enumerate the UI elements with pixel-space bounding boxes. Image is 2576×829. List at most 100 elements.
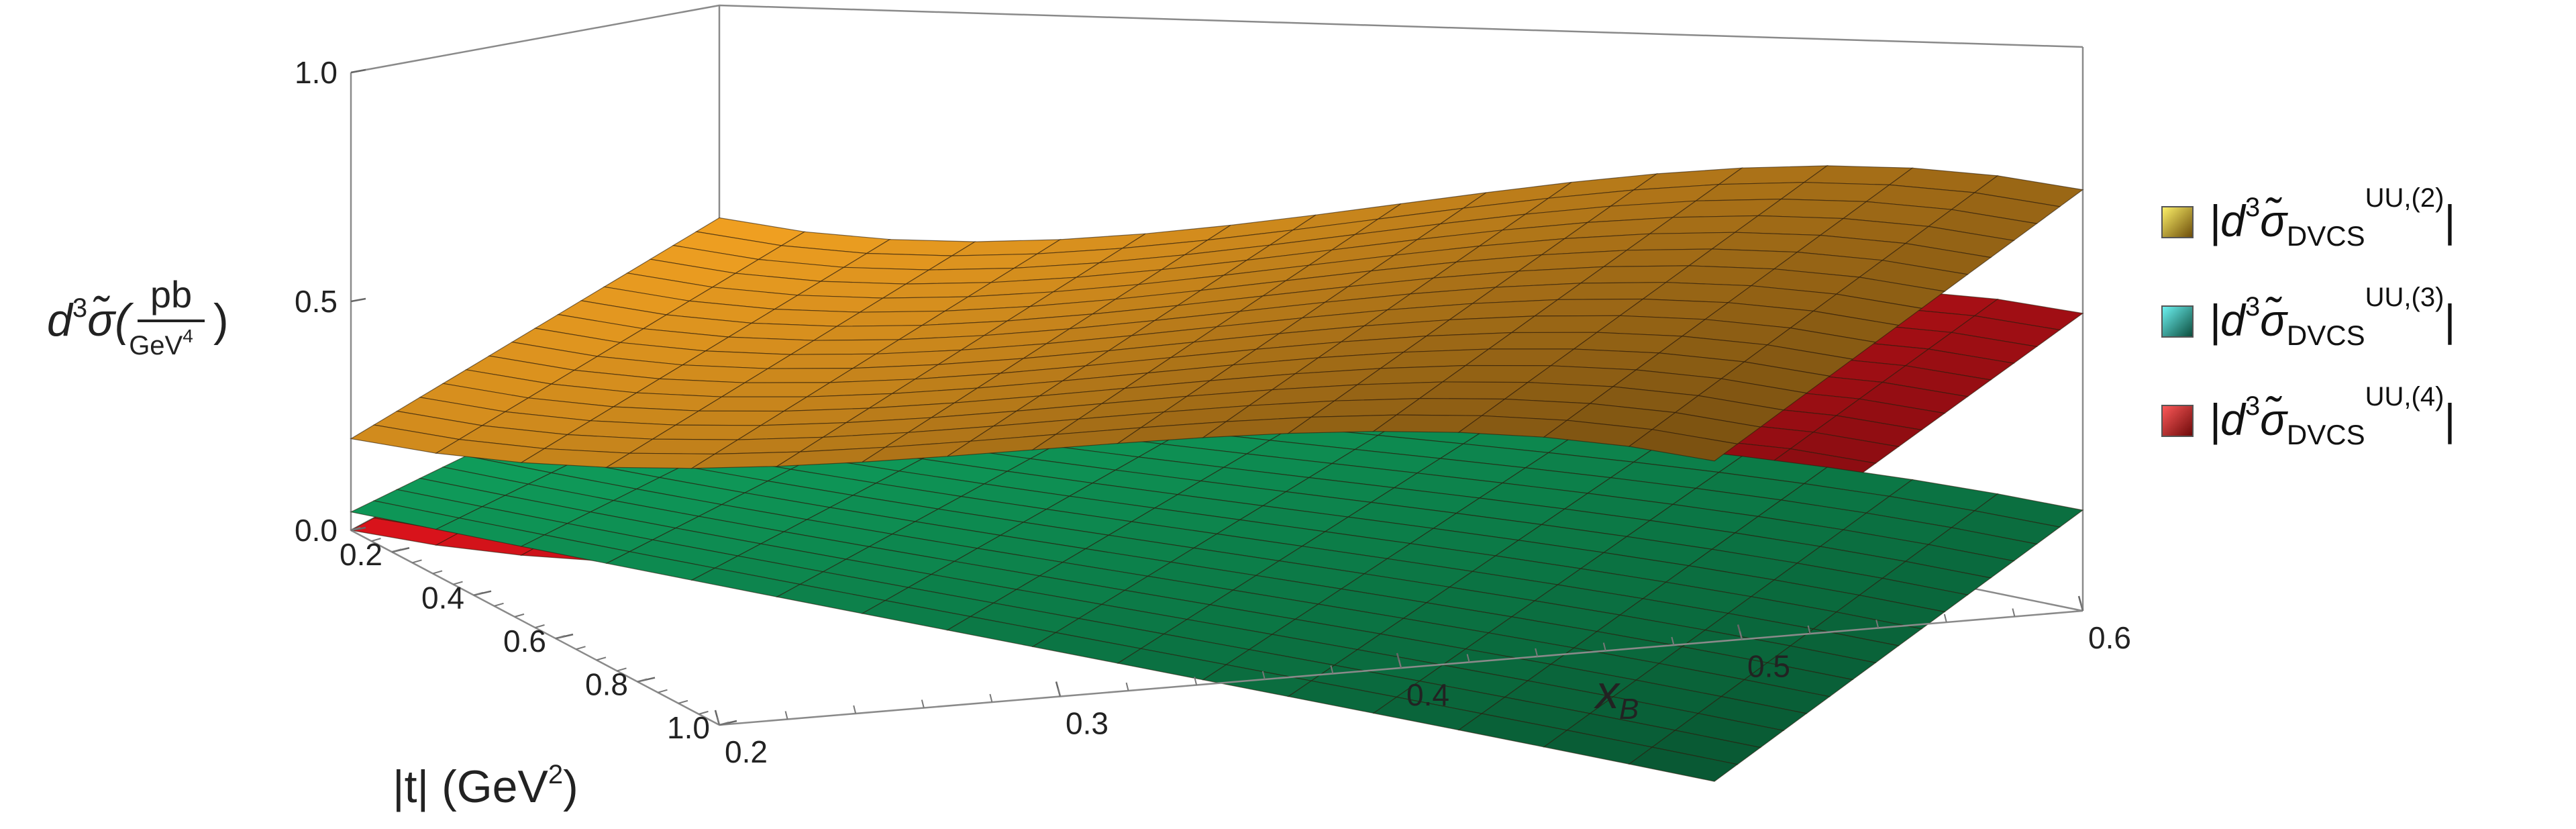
t-label-exp: 2 <box>548 760 563 789</box>
t-minor-tick <box>473 591 484 596</box>
legend-label-part: UU,(2) <box>2365 183 2444 213</box>
t-tick-label: 0.6 <box>503 624 546 659</box>
z-label-d: d <box>47 295 74 346</box>
t-tick-label: 0.2 <box>340 537 382 572</box>
z-frac-den: GeV <box>129 331 183 360</box>
x-minor-tick <box>1194 677 1198 685</box>
z-frac-num: pb <box>150 273 192 315</box>
z-label-close: ) <box>213 295 229 346</box>
x-minor-tick <box>853 705 857 714</box>
z-axis: 0.0 0.5 1.0 <box>295 55 366 548</box>
legend-label-part: DVCS <box>2287 320 2365 351</box>
legend-label-part: σ̃ <box>2260 295 2288 345</box>
x-tick-label: 0.2 <box>725 734 768 769</box>
legend-label-part: |d <box>2209 295 2247 346</box>
t-minor-tick <box>699 710 709 715</box>
z-axis-title: d3σ̃( pb GeV4 ) <box>47 273 229 360</box>
legend-label-part: 3 <box>2245 292 2260 322</box>
legend-label-part: σ̃ <box>2260 395 2288 444</box>
t-minor-tick <box>453 581 463 585</box>
legend-label-part: DVCS <box>2287 419 2365 450</box>
svg-text:GeV4: GeV4 <box>129 326 193 360</box>
t-minor-tick <box>617 667 627 672</box>
legend-swatch <box>2161 206 2194 238</box>
svg-text:d3σ̃(: d3σ̃( <box>47 293 134 346</box>
t-minor-tick <box>596 656 607 661</box>
t-tick-label: 1.0 <box>667 710 710 745</box>
x-tick-label: 0.6 <box>2088 620 2131 655</box>
t-axis-title: |t| (GeV2) <box>393 760 578 812</box>
t-minor-tick <box>719 722 729 726</box>
legend-label: |d3σ̃DVCSUU,(4)| <box>2209 382 2456 450</box>
surface-series-1 <box>350 165 2084 469</box>
z-label-exp: 3 <box>72 293 87 323</box>
x-minor-tick <box>2080 602 2083 612</box>
legend: |d3σ̃DVCSUU,(2)||d3σ̃DVCSUU,(3)||d3σ̃DVC… <box>2161 183 2456 450</box>
legend-label-part: UU,(3) <box>2365 283 2444 312</box>
legend-swatch <box>2161 305 2194 338</box>
legend-label-part: 3 <box>2245 391 2260 421</box>
t-minor-tick <box>371 538 381 542</box>
t-minor-tick <box>432 570 443 575</box>
t-minor-tick <box>637 678 648 683</box>
t-minor-tick <box>576 646 586 650</box>
legend-entry-2: |d3σ̃DVCSUU,(3)| <box>2161 283 2456 351</box>
legend-label: |d3σ̃DVCSUU,(2)| <box>2209 183 2456 252</box>
x-minor-tick <box>1398 659 1402 669</box>
t-minor-tick <box>391 548 402 553</box>
t-minor-tick <box>535 624 545 628</box>
t-minor-tick <box>555 635 566 640</box>
legend-label-part: | <box>2444 295 2455 345</box>
x-tick-label: 0.5 <box>1747 649 1790 684</box>
t-axis: 0.2 0.4 0.6 0.8 1.0 <box>340 527 737 745</box>
legend-entry-1: |d3σ̃DVCSUU,(2)| <box>2161 183 2456 252</box>
x-minor-tick <box>1671 636 1675 646</box>
legend-label-part: |d <box>2209 196 2247 247</box>
legend-label-part: DVCS <box>2287 220 2365 252</box>
t-minor-tick <box>350 527 361 531</box>
z-tick-label: 1.0 <box>295 55 338 90</box>
x-axis: 0.2 0.3 0.4 0.5 0.6 <box>714 595 2131 769</box>
x-minor-tick <box>1875 620 1879 628</box>
x-minor-tick <box>1535 648 1539 657</box>
legend-label: |d3σ̃DVCSUU,(3)| <box>2209 283 2456 351</box>
x-minor-tick <box>1739 631 1743 640</box>
legend-label-part: | <box>2444 196 2455 246</box>
legend-swatch <box>2161 405 2194 437</box>
z-tick-mark <box>350 297 366 303</box>
x-minor-tick <box>1466 654 1470 663</box>
x-minor-tick <box>784 711 788 720</box>
legend-label-part: |d <box>2209 395 2247 446</box>
x-minor-tick <box>1058 688 1061 697</box>
x-axis-title: xB <box>1594 666 1639 726</box>
x-minor-tick <box>1330 665 1334 674</box>
svg-text:|t| (GeV2): |t| (GeV2) <box>393 760 578 812</box>
t-minor-tick <box>494 602 504 607</box>
t-minor-tick <box>412 559 422 564</box>
surfaces-layer <box>350 165 2084 782</box>
x-minor-tick <box>1261 671 1266 680</box>
x-minor-tick <box>989 693 993 703</box>
surface-patch <box>1628 746 1739 782</box>
z-label-sigma: σ̃( <box>87 295 134 346</box>
legend-label-part: | <box>2444 395 2455 444</box>
svg-text:xB: xB <box>1594 666 1639 726</box>
t-label-main: |t| (GeV <box>393 761 548 812</box>
t-minor-tick <box>514 613 525 618</box>
legend-entry-3: |d3σ̃DVCSUU,(4)| <box>2161 382 2456 450</box>
legend-label-part: σ̃ <box>2260 196 2288 246</box>
legend-label-part: UU,(4) <box>2365 382 2444 411</box>
x-label-sub: B <box>1619 693 1639 726</box>
t-label-end: ) <box>563 761 578 812</box>
z-tick-label: 0.5 <box>295 284 338 319</box>
x-label-main: x <box>1594 666 1621 718</box>
x-minor-tick <box>717 716 720 726</box>
t-tick-label: 0.8 <box>585 667 628 702</box>
x-minor-tick <box>2012 608 2016 617</box>
legend-label-part: 3 <box>2245 193 2260 222</box>
z-tick-label: 0.0 <box>295 513 338 548</box>
z-frac-den-exp: 4 <box>183 326 193 346</box>
t-minor-tick <box>678 699 688 704</box>
x-tick-label: 0.3 <box>1066 706 1109 741</box>
